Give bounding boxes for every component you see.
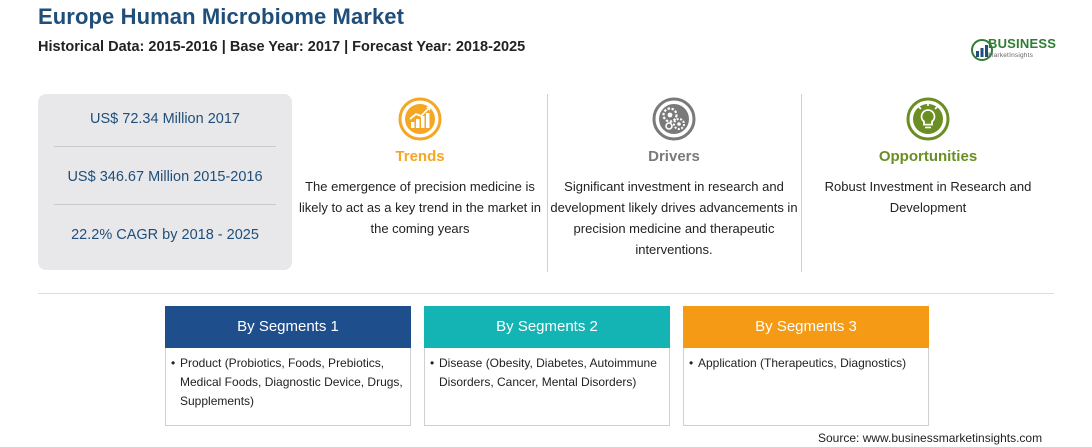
segment-2-body: • Disease (Obesity, Diabetes, Autoimmune… (424, 348, 670, 426)
growth-chart-icon (398, 97, 442, 141)
bullet-icon: • (430, 356, 435, 370)
segment-3-title: By Segments 3 (683, 306, 929, 348)
segment-card-2: By Segments 2 • Disease (Obesity, Diabet… (424, 306, 670, 426)
segment-1-body: • Product (Probiotics, Foods, Prebiotics… (165, 348, 411, 426)
segment-card-1: By Segments 1 • Product (Probiotics, Foo… (165, 306, 411, 426)
stat-divider (54, 146, 276, 147)
bullet-icon: • (689, 356, 694, 370)
opportunities-column: Opportunities Robust Investment in Resea… (803, 94, 1053, 270)
logo-mark-icon (971, 39, 993, 61)
page-title: Europe Human Microbiome Market (38, 4, 405, 29)
section-divider (38, 293, 1054, 294)
segment-1-title: By Segments 1 (165, 306, 411, 348)
market-value-historical: US$ 346.67 Million 2015-2016 (67, 169, 263, 185)
segment-2-title: By Segments 2 (424, 306, 670, 348)
drivers-text: Significant investment in research and d… (550, 179, 798, 257)
logo-name: BUSINESS (988, 36, 1057, 51)
source-credit: Source: www.businessmarketinsights.com (818, 431, 1043, 445)
segment-3-body: • Application (Therapeutics, Diagnostics… (683, 348, 929, 426)
page-subtitle: Historical Data: 2015-2016 | Base Year: … (38, 39, 526, 55)
gears-icon (652, 97, 696, 141)
business-market-insights-logo: BUSINESS MarketInsights (970, 36, 1060, 64)
drivers-column: Drivers Significant investment in resear… (549, 94, 799, 270)
lightbulb-icon (906, 97, 950, 141)
segment-1-text: Product (Probiotics, Foods, Prebiotics, … (180, 356, 403, 408)
trends-text: The emergence of precision medicine is l… (298, 179, 542, 236)
market-value-2017: US$ 72.34 Million 2017 (90, 111, 240, 127)
stat-divider (54, 204, 276, 205)
segment-card-3: By Segments 3 • Application (Therapeutic… (683, 306, 929, 426)
segment-3-text: Application (Therapeutics, Diagnostics) (698, 356, 907, 370)
market-stats-panel: US$ 72.34 Million 2017 US$ 346.67 Millio… (38, 94, 292, 270)
segment-2-text: Disease (Obesity, Diabetes, Autoimmune D… (439, 356, 657, 389)
bullet-icon: • (171, 356, 176, 370)
opportunities-text: Robust Investment in Research and Develo… (824, 179, 1032, 215)
column-divider (547, 94, 548, 272)
trends-column: Trends The emergence of precision medici… (295, 94, 545, 270)
trends-heading: Trends (395, 148, 445, 165)
column-divider (801, 94, 802, 272)
logo-tagline: MarketInsights (988, 52, 1034, 59)
cagr-value: 22.2% CAGR by 2018 - 2025 (71, 227, 259, 243)
drivers-heading: Drivers (648, 148, 700, 165)
opportunities-heading: Opportunities (878, 148, 978, 165)
